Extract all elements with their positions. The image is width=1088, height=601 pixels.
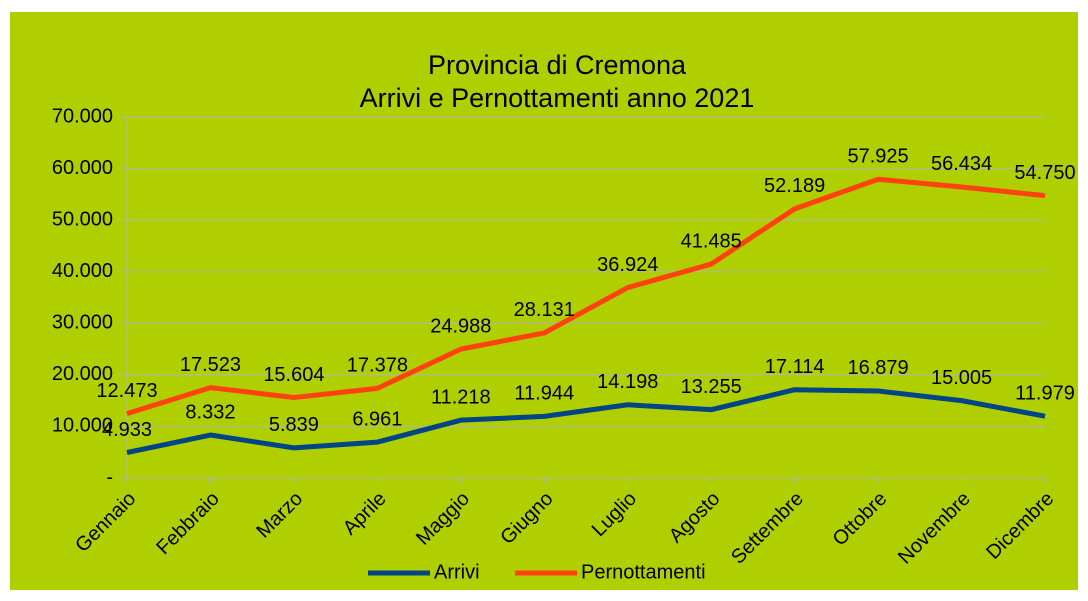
data-label: 24.988 bbox=[430, 315, 491, 337]
data-label: 5.839 bbox=[269, 414, 319, 436]
data-label: 41.485 bbox=[681, 230, 742, 252]
data-label: 54.750 bbox=[1014, 162, 1075, 184]
data-label: 36.924 bbox=[597, 254, 658, 276]
y-tick-label: 50.000 bbox=[52, 208, 113, 230]
data-label: 16.879 bbox=[848, 357, 909, 379]
chart-title: Provincia di Cremona bbox=[428, 50, 687, 80]
data-label: 57.925 bbox=[848, 146, 909, 168]
data-line bbox=[126, 176, 1046, 417]
legend-label: Arrivi bbox=[434, 561, 480, 583]
y-tick-label: - bbox=[106, 466, 113, 488]
data-label: 11.944 bbox=[514, 383, 574, 405]
data-label: 13.255 bbox=[681, 376, 742, 398]
chart-background bbox=[10, 12, 1078, 590]
y-tick-label: 40.000 bbox=[52, 260, 113, 282]
data-label: 11.218 bbox=[431, 386, 491, 408]
data-line bbox=[126, 387, 1046, 456]
data-label: 4.933 bbox=[102, 419, 152, 441]
y-tick-label: 20.000 bbox=[52, 363, 113, 385]
legend-label: Pernottamenti bbox=[581, 561, 706, 583]
data-label: 17.378 bbox=[347, 355, 408, 377]
data-label: 17.114 bbox=[765, 356, 825, 378]
data-label: 52.189 bbox=[764, 175, 825, 197]
data-label: 12.473 bbox=[96, 380, 157, 402]
data-label: 15.005 bbox=[931, 367, 992, 389]
y-tick-label: 30.000 bbox=[52, 312, 113, 334]
data-label: 56.434 bbox=[931, 153, 992, 175]
y-tick-label: 60.000 bbox=[52, 157, 113, 179]
data-label: 14.198 bbox=[597, 371, 658, 393]
data-label: 17.523 bbox=[180, 354, 241, 376]
data-label: 6.961 bbox=[352, 408, 402, 430]
y-tick-label: 70.000 bbox=[52, 105, 113, 127]
y-tick-label: 10.000 bbox=[52, 415, 113, 437]
data-label: 28.131 bbox=[514, 299, 575, 321]
data-label: 15.604 bbox=[263, 364, 324, 386]
data-label: 11.979 bbox=[1015, 383, 1075, 405]
data-label: 8.332 bbox=[185, 401, 235, 423]
chart-subtitle: Arrivi e Pernottamenti anno 2021 bbox=[360, 83, 755, 113]
